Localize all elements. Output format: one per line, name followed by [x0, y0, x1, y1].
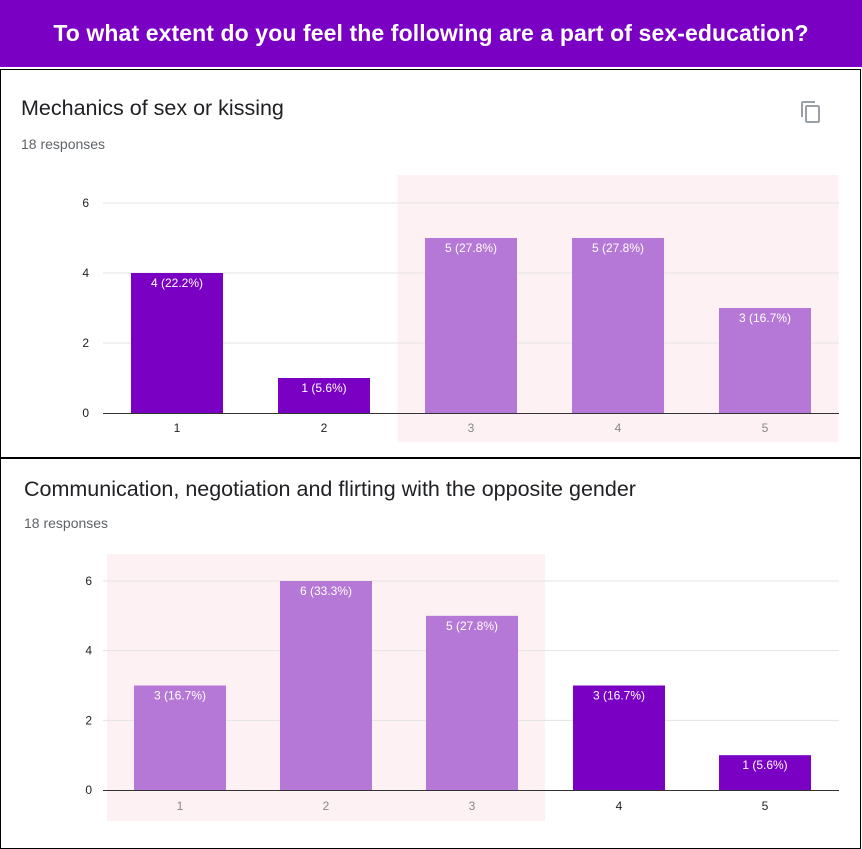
bar-chart: 0 2 4 6 4 (22.2%) 1 (5.6%) 5 (27.8%) 5 (27.8%) 3… [82, 175, 839, 442]
bar[interactable] [278, 378, 370, 413]
bar-chart: 0 2 4 6 3 (16.7%) 6 (33.3%) 5 (27.8%) 3 (16.7%)… [85, 554, 839, 821]
bar-data-label: 1 (5.6%) [301, 381, 346, 395]
survey-header: To what extent do you feel the following… [0, 0, 862, 67]
x-tick-label: 3 [468, 421, 475, 435]
bar[interactable] [719, 308, 811, 413]
question-title: Communication, negotiation and flirting … [24, 477, 636, 501]
bar[interactable] [131, 273, 223, 413]
bar-data-label: 3 (16.7%) [154, 689, 206, 703]
bar[interactable] [572, 238, 664, 413]
bar-data-label: 4 (22.2%) [151, 276, 203, 290]
y-tick-label: 6 [85, 574, 92, 588]
bar[interactable] [573, 685, 665, 791]
x-tick-label: 5 [762, 421, 769, 435]
x-tick-label: 2 [321, 421, 328, 435]
bar[interactable] [134, 685, 226, 791]
x-tick-label: 5 [762, 799, 769, 813]
bar-data-label: 6 (33.3%) [300, 584, 352, 598]
bar-data-label: 1 (5.6%) [742, 758, 787, 772]
x-tick-label: 1 [177, 799, 184, 813]
bar-data-label: 5 (27.8%) [592, 241, 644, 255]
y-tick-label: 4 [85, 644, 92, 658]
y-tick-label: 2 [85, 713, 92, 727]
bar[interactable] [280, 581, 372, 790]
y-tick-label: 0 [82, 406, 89, 420]
x-tick-label: 4 [616, 799, 623, 813]
bar[interactable] [425, 238, 517, 413]
copy-icon[interactable] [799, 100, 823, 124]
x-tick-label: 3 [469, 799, 476, 813]
survey-title: To what extent do you feel the following… [53, 20, 809, 46]
bar[interactable] [719, 755, 811, 790]
bar-data-label: 3 (16.7%) [739, 311, 791, 325]
response-count: 18 responses [21, 136, 106, 152]
y-tick-label: 0 [85, 783, 92, 797]
question-title: Mechanics of sex or kissing [21, 96, 284, 120]
bar-data-label: 5 (27.8%) [445, 241, 497, 255]
bar-data-label: 5 (27.8%) [446, 619, 498, 633]
y-tick-label: 6 [82, 196, 89, 210]
question-card-2: Communication, negotiation and flirting … [0, 458, 861, 849]
question-card-1: Mechanics of sex or kissing 18 responses… [0, 69, 861, 458]
response-count: 18 responses [24, 515, 109, 531]
bar-data-label: 3 (16.7%) [593, 689, 645, 703]
y-tick-label: 4 [82, 266, 89, 280]
y-tick-label: 2 [82, 336, 89, 350]
x-tick-label: 2 [323, 799, 330, 813]
x-tick-label: 1 [174, 421, 181, 435]
bar[interactable] [426, 615, 518, 790]
x-tick-label: 4 [615, 421, 622, 435]
